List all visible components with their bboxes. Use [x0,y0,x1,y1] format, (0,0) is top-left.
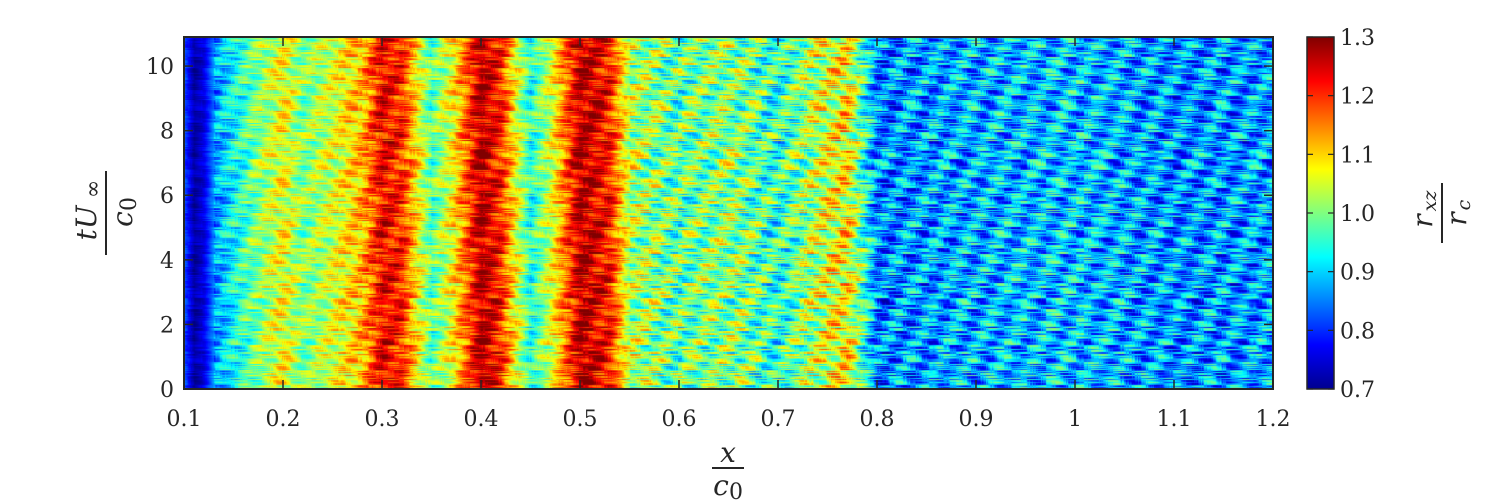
y-label-denominator: c [106,211,139,227]
x-tick-label: 0.9 [959,407,994,432]
x-label-denominator-base: c [713,469,729,500]
y-label-numerator-sub: ∞ [81,180,106,198]
y-tick-label: 2 [160,313,174,338]
colorbar-tick-label: 1.3 [1340,26,1375,51]
x-axis-label: x c 0 [712,436,744,500]
colorbar-label-denominator: r [1440,211,1473,226]
y-label-numerator: tU [70,204,103,240]
colorbar-label-denominator-sub: c [1453,199,1475,210]
y-label-numerator-base: tU [70,204,103,240]
x-tick-label: 0.3 [365,407,400,432]
colorbar-tick-label: 0.8 [1340,319,1375,344]
colorbar-tick-label: 0.7 [1340,378,1375,403]
colorbar-tick-label: 1.0 [1340,202,1375,227]
x-tick-label: 0.8 [860,407,895,432]
x-tick-label: 1 [1068,407,1082,432]
x-label-numerator: x [720,436,736,469]
colorbar-tick-label: 1.1 [1340,143,1375,168]
y-tick-label: 8 [160,120,174,145]
x-label-denominator-sub: 0 [729,480,743,500]
x-axis-ticks: 0.1 0.2 0.3 0.4 0.5 0.6 0.7 0.8 0.9 1 1.1 1.2 [167,37,1291,432]
colorbar-label-numerator: r [1406,213,1439,228]
colorbar-label-numerator-base: r [1406,213,1439,228]
colorbar-label-numerator-sub: xz [1419,190,1441,212]
x-label-denominator: c [713,469,729,500]
colorbar-label-denominator-base: r [1440,211,1473,226]
y-tick-label: 4 [160,249,174,274]
heatmap-canvas-holder [184,37,1273,389]
colorbar: 0.7 0.8 0.9 1.0 1.1 1.2 1.3 [1306,26,1375,403]
colorbar-tick-label: 1.2 [1340,85,1375,110]
y-label-denominator-base: c [106,211,139,227]
x-tick-label: 0.5 [563,407,598,432]
x-tick-label: 0.4 [464,407,499,432]
heatmap-canvas [184,37,1273,389]
plot-frame [183,36,1274,390]
y-axis-label: tU ∞ c 0 [70,171,142,255]
x-tick-label: 1.1 [1157,407,1192,432]
x-tick-label: 0.2 [266,407,301,432]
colorbar-frame [1306,36,1335,390]
x-tick-label: 0.7 [761,407,796,432]
colorbar-tick-label: 0.9 [1340,261,1375,286]
y-label-denominator-sub: 0 [117,197,142,211]
colorbar-label: r xz r c [1406,183,1475,243]
y-tick-label: 0 [160,378,174,403]
x-tick-label: 0.6 [662,407,697,432]
x-tick-label: 0.1 [167,407,202,432]
heatmap-area [184,37,1273,389]
x-tick-label: 1.2 [1256,407,1291,432]
y-tick-label: 10 [146,55,174,80]
y-tick-label: 6 [160,184,174,209]
